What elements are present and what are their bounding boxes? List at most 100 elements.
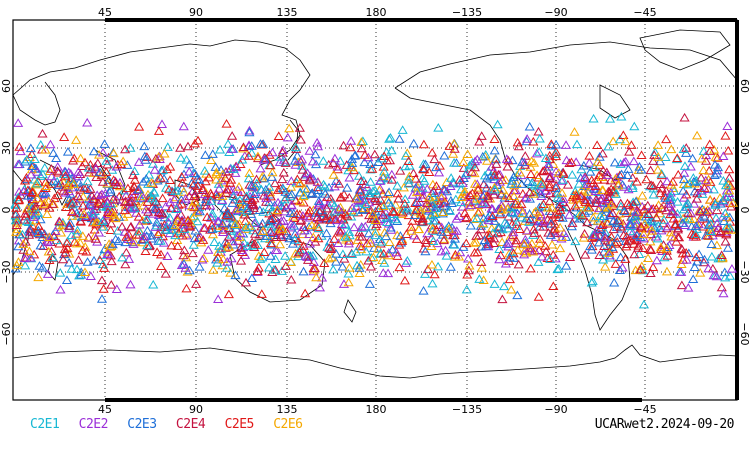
observation-triangle (580, 249, 591, 259)
observation-triangle (55, 268, 66, 277)
observation-triangle (462, 149, 473, 158)
observation-triangle (424, 192, 435, 202)
observation-triangle (386, 169, 397, 179)
observation-triangle (308, 232, 319, 242)
observation-triangle (87, 209, 99, 219)
observation-triangle (618, 157, 630, 167)
observation-triangle (379, 258, 390, 267)
observation-triangle (504, 193, 515, 203)
observation-triangle (517, 157, 528, 166)
observation-triangle (73, 167, 84, 176)
observation-triangle (60, 171, 71, 180)
observation-triangle (409, 210, 421, 220)
observation-triangle (211, 189, 222, 198)
observation-triangle (138, 234, 149, 243)
observation-triangle (656, 169, 667, 178)
observation-triangle (536, 191, 547, 200)
observation-triangle (351, 247, 362, 256)
observation-triangle (117, 221, 128, 231)
observation-triangle (601, 167, 612, 177)
observation-triangle (141, 214, 152, 223)
observation-triangle (439, 150, 450, 160)
observation-triangle (590, 181, 601, 190)
observation-triangle (249, 242, 260, 251)
observation-triangle (369, 149, 380, 159)
observation-triangle (541, 246, 552, 256)
observation-triangle (319, 196, 330, 206)
observation-triangle (692, 181, 704, 191)
observation-triangle (570, 200, 581, 210)
observation-triangle (422, 228, 433, 238)
observation-triangle (40, 187, 51, 197)
observation-triangle (411, 205, 422, 215)
observation-triangle (88, 194, 99, 203)
observation-triangle (207, 224, 218, 233)
observation-triangle (444, 206, 456, 215)
observation-triangle (387, 206, 398, 216)
observation-triangle (290, 160, 301, 169)
observation-triangle (213, 179, 224, 188)
observation-triangle (569, 127, 580, 136)
observation-triangle (60, 187, 71, 197)
observation-triangle (407, 190, 418, 199)
observation-triangle (621, 208, 632, 217)
observation-triangle (382, 268, 394, 278)
observation-triangle (638, 233, 649, 243)
observation-triangle (701, 150, 712, 160)
observation-triangle (662, 221, 673, 231)
observation-triangle (124, 254, 135, 263)
observation-triangle (522, 134, 533, 143)
observation-triangle (300, 288, 311, 298)
observation-triangle (410, 174, 421, 183)
observation-triangle (99, 139, 110, 148)
observation-triangle (346, 249, 358, 258)
observation-triangle (252, 151, 264, 161)
observation-triangle (320, 188, 331, 198)
legend-item-c2e6: C2E6 (273, 417, 303, 432)
observation-triangle (709, 159, 721, 169)
observation-triangle (481, 173, 492, 183)
observation-triangle (462, 192, 473, 202)
observation-triangle (548, 250, 559, 259)
observation-triangle (690, 229, 701, 239)
observation-triangle (274, 157, 285, 166)
observation-triangle (44, 232, 55, 242)
observation-triangle (233, 206, 244, 216)
observation-triangle (257, 218, 268, 228)
observation-triangle (644, 215, 655, 225)
observation-triangle (12, 224, 23, 234)
observation-triangle (296, 215, 307, 224)
observation-triangle (25, 169, 37, 179)
observation-triangle (677, 218, 688, 227)
observation-triangle (311, 272, 322, 282)
observation-triangle (490, 154, 501, 164)
observation-triangle (71, 198, 83, 208)
observation-triangle (724, 173, 735, 182)
observation-triangle (517, 205, 528, 215)
observation-triangle (125, 143, 136, 152)
observation-triangle (52, 190, 63, 200)
observation-triangle (614, 170, 625, 180)
observation-triangle (319, 258, 330, 267)
observation-triangle (664, 240, 675, 250)
observation-triangle (54, 216, 65, 226)
observation-triangle (266, 172, 278, 181)
observation-triangle (589, 162, 600, 172)
observation-triangle (393, 193, 404, 203)
observation-triangle (430, 203, 441, 213)
observation-triangle (170, 230, 181, 240)
observation-triangle (545, 171, 556, 180)
observation-triangle (698, 165, 709, 175)
observation-triangle (689, 198, 700, 208)
lon-label: 180 (366, 6, 387, 19)
observation-triangle (617, 179, 628, 189)
observation-triangle (592, 157, 603, 166)
observation-triangle (386, 225, 397, 234)
observation-triangle (129, 175, 141, 184)
observation-triangle (724, 164, 735, 174)
observation-triangle (108, 194, 119, 204)
observation-triangle (294, 178, 305, 188)
observation-triangle (622, 198, 633, 208)
observation-triangle (658, 215, 670, 224)
observation-triangle (474, 230, 485, 240)
